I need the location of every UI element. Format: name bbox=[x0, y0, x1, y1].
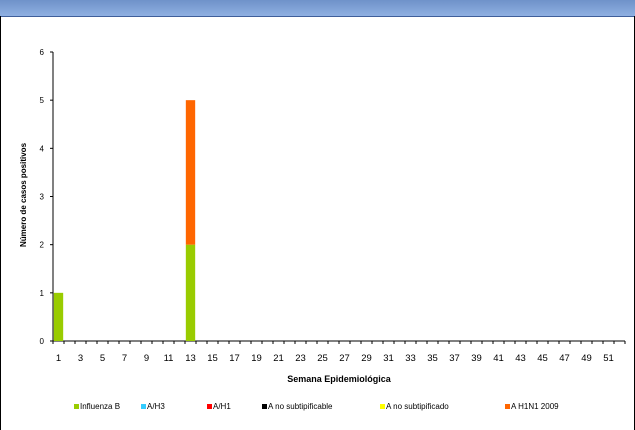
legend-swatch bbox=[380, 404, 385, 409]
x-tick-label: 37 bbox=[449, 353, 460, 364]
legend-swatch bbox=[74, 404, 79, 409]
x-tick-label: 19 bbox=[251, 353, 262, 364]
x-axis-title: Semana Epidemiológica bbox=[287, 374, 392, 384]
x-tick-label: 21 bbox=[273, 353, 284, 364]
frame-left-border bbox=[0, 16, 1, 430]
legend-label: Influenza B bbox=[80, 402, 120, 411]
bar-segment bbox=[53, 292, 64, 341]
y-tick-label: 2 bbox=[40, 241, 45, 250]
x-tick-label: 11 bbox=[164, 353, 174, 364]
legend-label: A H1N1 2009 bbox=[511, 402, 559, 411]
x-tick-label: 47 bbox=[559, 353, 570, 364]
x-tick-label: 41 bbox=[493, 353, 504, 364]
x-tick-label: 13 bbox=[185, 353, 196, 364]
y-tick-label: 0 bbox=[40, 337, 45, 346]
y-tick-label: 6 bbox=[40, 48, 45, 57]
x-tick-label: 27 bbox=[339, 353, 350, 364]
legend: Influenza B A/H3 A/H1 A no subtipificable A … bbox=[74, 402, 559, 411]
legend-swatch bbox=[262, 404, 267, 409]
legend-label: A/H3 bbox=[147, 402, 165, 411]
x-tick-label: 51 bbox=[603, 353, 614, 364]
x-tick-label: 17 bbox=[229, 353, 240, 364]
legend-swatch bbox=[207, 404, 212, 409]
x-tick-label: 5 bbox=[100, 353, 105, 364]
x-tick-label: 49 bbox=[581, 353, 592, 364]
y-tick-label: 1 bbox=[40, 289, 45, 298]
x-tick-label: 9 bbox=[144, 353, 149, 364]
x-tick-label: 29 bbox=[361, 353, 372, 364]
x-tick-label: 31 bbox=[383, 353, 394, 364]
x-tick-label: 33 bbox=[405, 353, 416, 364]
legend-label: A/H1 bbox=[213, 402, 231, 411]
x-tick-label: 15 bbox=[207, 353, 218, 364]
y-tick-label: 4 bbox=[40, 144, 45, 153]
x-tick-label: 25 bbox=[317, 353, 328, 364]
window-title-bar bbox=[0, 0, 635, 17]
y-tick-label: 3 bbox=[40, 193, 45, 202]
x-tick-label: 1 bbox=[56, 353, 61, 364]
bar-segment bbox=[185, 244, 196, 341]
x-tick-label: 23 bbox=[295, 353, 306, 364]
legend-label: A no subtipificado bbox=[386, 402, 449, 411]
x-tick-label: 35 bbox=[427, 353, 438, 364]
bar-segment bbox=[185, 100, 196, 245]
y-axis-title: Número de casos positivos bbox=[19, 142, 28, 247]
y-tick-label: 5 bbox=[40, 96, 45, 105]
legend-swatch bbox=[141, 404, 146, 409]
legend-label: A no subtipificable bbox=[268, 402, 333, 411]
x-tick-label: 45 bbox=[537, 353, 548, 364]
x-tick-label: 7 bbox=[122, 353, 127, 364]
x-tick-label: 3 bbox=[78, 353, 83, 364]
x-tick-label: 39 bbox=[471, 353, 482, 364]
legend-swatch bbox=[505, 404, 510, 409]
x-tick-label: 43 bbox=[515, 353, 526, 364]
